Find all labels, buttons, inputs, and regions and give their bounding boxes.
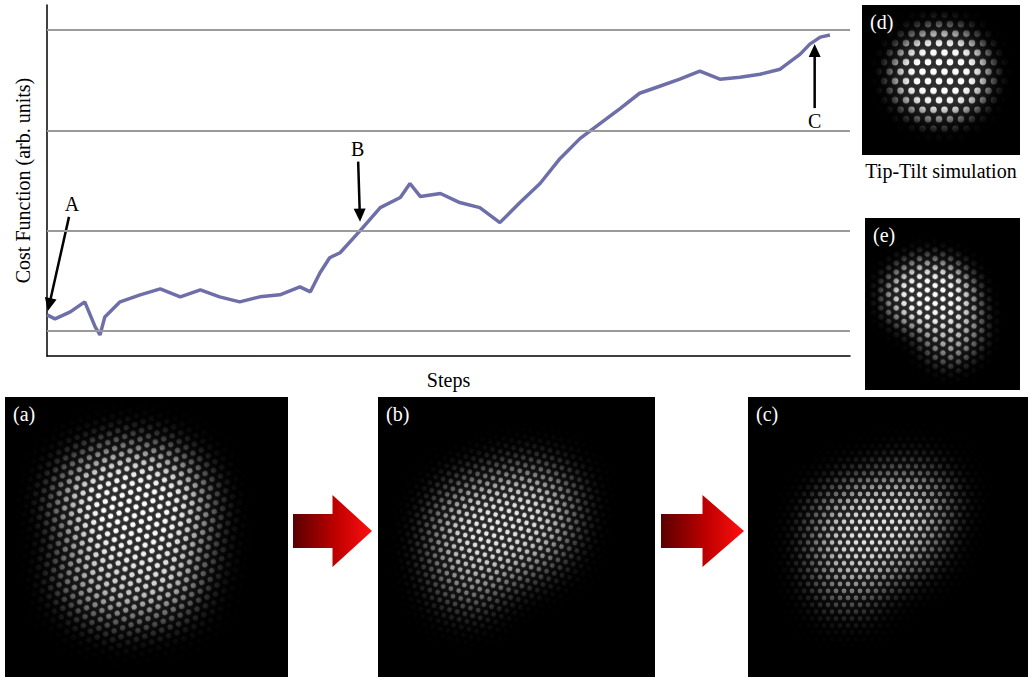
svg-text:Steps: Steps bbox=[427, 369, 471, 392]
svg-text:(e): (e) bbox=[873, 224, 895, 247]
svg-text:Cost Function (arb. units): Cost Function (arb. units) bbox=[12, 78, 35, 284]
svg-text:A: A bbox=[65, 193, 80, 215]
svg-text:(b): (b) bbox=[386, 403, 409, 426]
svg-text:C: C bbox=[808, 110, 821, 132]
svg-text:(c): (c) bbox=[756, 403, 778, 426]
html-text:Tip-Tilt simulation: Tip-Tilt simulation bbox=[865, 160, 1017, 182]
svg-text:(a): (a) bbox=[13, 403, 35, 426]
svg-text:(d): (d) bbox=[870, 11, 893, 34]
svg-text:B: B bbox=[351, 138, 364, 160]
